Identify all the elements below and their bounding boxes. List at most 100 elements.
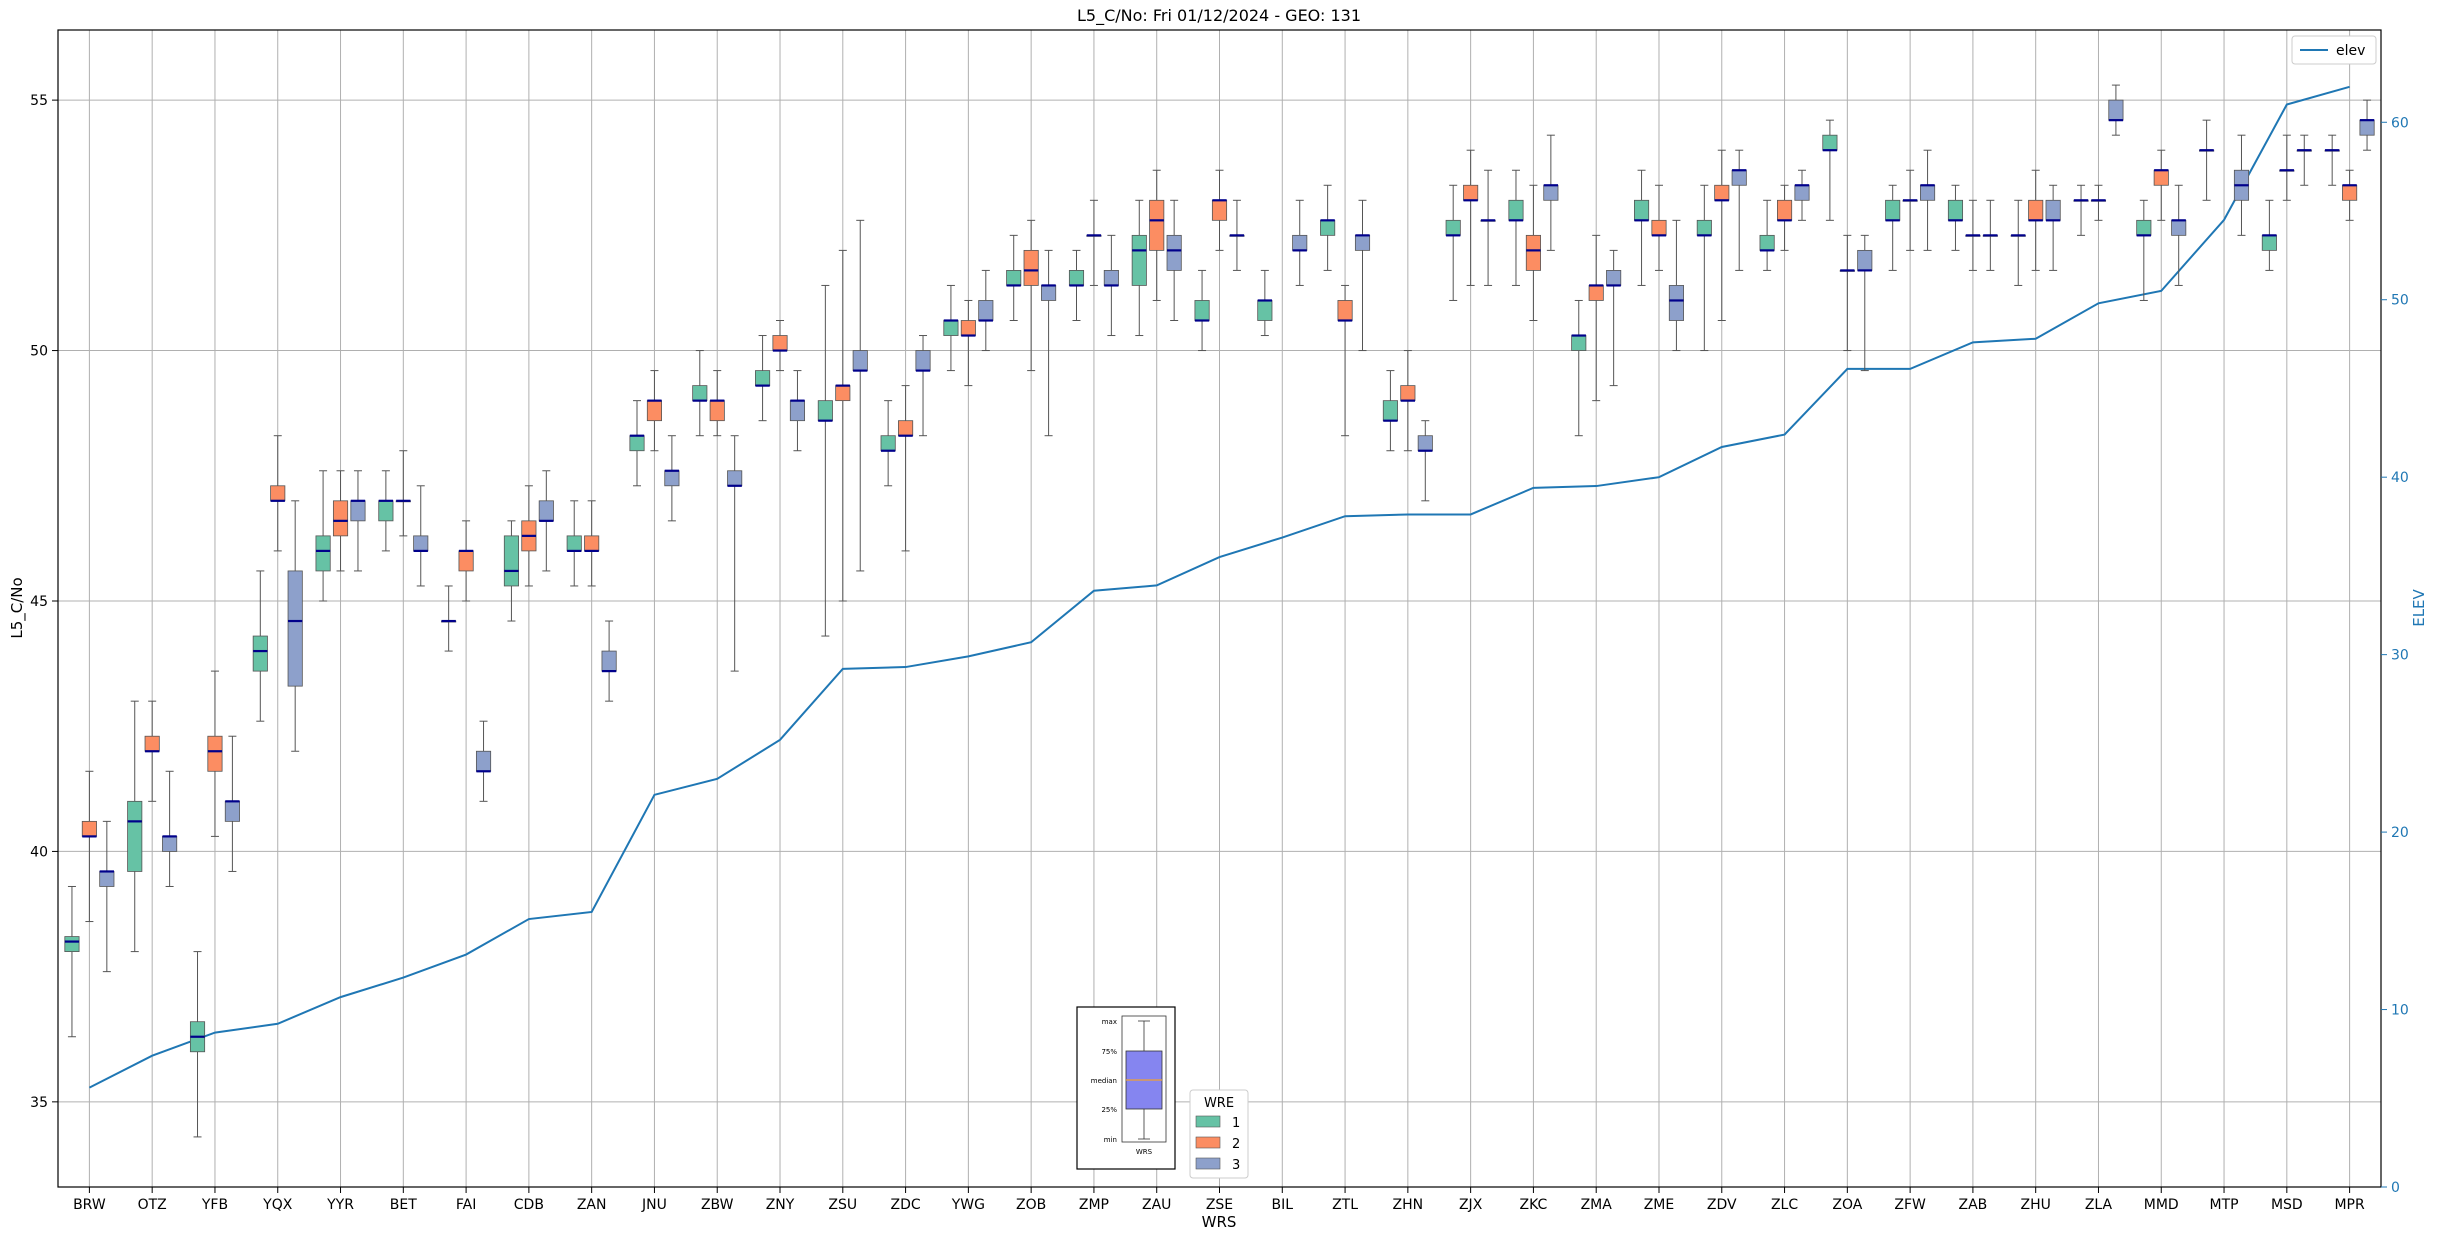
box-iqr [1947, 199, 1964, 221]
x-tick-label: FAI [456, 1197, 476, 1213]
box-iqr [1885, 199, 1901, 221]
x-tick-label: MMD [2144, 1197, 2179, 1213]
box-iqr [1337, 300, 1353, 321]
x-tick-label: ZSE [1206, 1197, 1233, 1213]
box-OTZ-3 [162, 770, 178, 887]
box-ZLC-3 [1794, 169, 1810, 221]
box-iqr [475, 750, 492, 772]
x-tick-label: YFB [201, 1197, 228, 1213]
x-tick-label: ZDV [1707, 1197, 1737, 1213]
box-ZOA-2 [1839, 234, 1855, 352]
box-iqr [960, 320, 976, 336]
box-BIL-3 [1292, 199, 1308, 286]
box-iqr [1731, 169, 1747, 186]
box-iqr [503, 535, 519, 587]
box-iqr [835, 385, 851, 402]
box-BRW-2 [81, 770, 97, 923]
box-iqr [413, 535, 429, 552]
box-ZSE-1 [1194, 269, 1210, 352]
box-iqr [664, 470, 680, 487]
y2-tick-label: 40 [2391, 470, 2409, 486]
box-MMD-1 [2136, 199, 2152, 301]
box-ZAU-2 [1149, 169, 1165, 301]
box-ZHN-3 [1417, 420, 1433, 502]
box-iqr [2261, 234, 2277, 251]
box-iqr [1354, 234, 1371, 251]
box-ZLA-2 [2090, 184, 2107, 221]
box-ZLA-3 [2108, 84, 2124, 136]
box-YWG-2 [960, 299, 976, 387]
box-MMD-3 [2171, 184, 2187, 286]
box-ZJX-3 [1480, 169, 1496, 286]
box-iqr [162, 835, 178, 852]
elev-line-layer [88, 85, 2350, 1089]
wre-legend-box [1189, 1089, 1249, 1179]
box-YFB-1 [189, 951, 206, 1138]
box-ZNY-1 [755, 335, 771, 422]
x-tick-label: ZAU [1142, 1197, 1171, 1213]
x-tick-label: ZTL [1332, 1197, 1358, 1213]
box-ZKC-1 [1508, 169, 1524, 286]
box-ZAB-3 [1982, 199, 1998, 271]
wre-legend-swatch-2 [1195, 1136, 1221, 1149]
box-BRW-3 [99, 820, 115, 973]
box-iqr [852, 350, 868, 371]
x-axis-label: WRS [1202, 1213, 1237, 1231]
elev-legend-box [2291, 35, 2377, 65]
box-ZME-2 [1651, 184, 1667, 271]
x-tick-label: ZME [1644, 1197, 1675, 1213]
box-iqr [646, 400, 662, 422]
box-iqr [1445, 219, 1461, 236]
box-YWG-1 [943, 284, 959, 372]
box-iqr [978, 300, 994, 321]
box-ZFW-1 [1885, 184, 1901, 271]
y-tick-label: 55 [30, 93, 48, 109]
box-ZJX-1 [1445, 184, 1461, 301]
box-iqr [1777, 199, 1793, 221]
box-ZHU-2 [2028, 169, 2044, 271]
box-iqr [2171, 219, 2187, 236]
x-tick-label: ZHN [1393, 1197, 1424, 1213]
box-iqr [2153, 169, 2169, 186]
box-iqr [350, 500, 366, 522]
box-iqr [538, 500, 554, 522]
box-BET-1 [378, 470, 394, 552]
x-tick-label: ZNY [766, 1197, 795, 1213]
box-ZDV-3 [1731, 149, 1747, 271]
box-ZNY-2 [772, 320, 788, 372]
x-tick-label: MSD [2271, 1197, 2303, 1213]
box-JNU-2 [646, 370, 662, 452]
box-CDB-3 [538, 470, 554, 572]
box-MPR-3 [2359, 99, 2375, 151]
box-ZTL-3 [1354, 199, 1371, 352]
box-iqr [99, 871, 115, 887]
box-iqr [1149, 199, 1165, 251]
wre-legend-label-2: 2 [1232, 1137, 1240, 1152]
box-ZFW-2 [1902, 169, 1918, 251]
box-ZDV-1 [1696, 184, 1712, 352]
box-iqr [1257, 300, 1273, 321]
box-ZAN-3 [601, 620, 617, 702]
box-iqr [127, 800, 143, 872]
y2-tick-label: 30 [2391, 648, 2409, 664]
wre-legend: WRE 1 2 3 [1189, 1089, 1249, 1179]
box-ZHN-1 [1382, 370, 1398, 452]
box-iqr [1822, 134, 1838, 151]
x-tick-label: ZOA [1832, 1197, 1862, 1213]
x-tick-label: ZAN [577, 1197, 607, 1213]
x-tick-label: CDB [514, 1197, 544, 1213]
box-iqr [1588, 285, 1604, 301]
inset-label-q3: 75% [1101, 1048, 1117, 1056]
box-iqr [1292, 234, 1308, 251]
box-iqr [1382, 400, 1398, 422]
box-iqr [1794, 184, 1810, 201]
box-ZSE-2 [1211, 169, 1228, 251]
wre-legend-label-1: 1 [1232, 1116, 1240, 1131]
box-ZTL-2 [1337, 284, 1353, 437]
wre-legend-swatch-1 [1195, 1115, 1221, 1128]
box-ZSE-3 [1229, 199, 1245, 271]
box-ZMP-1 [1068, 249, 1085, 322]
box-iqr [1668, 285, 1684, 321]
x-tick-label: ZLA [2085, 1197, 2113, 1213]
inset-label-q1: 25% [1101, 1106, 1117, 1114]
